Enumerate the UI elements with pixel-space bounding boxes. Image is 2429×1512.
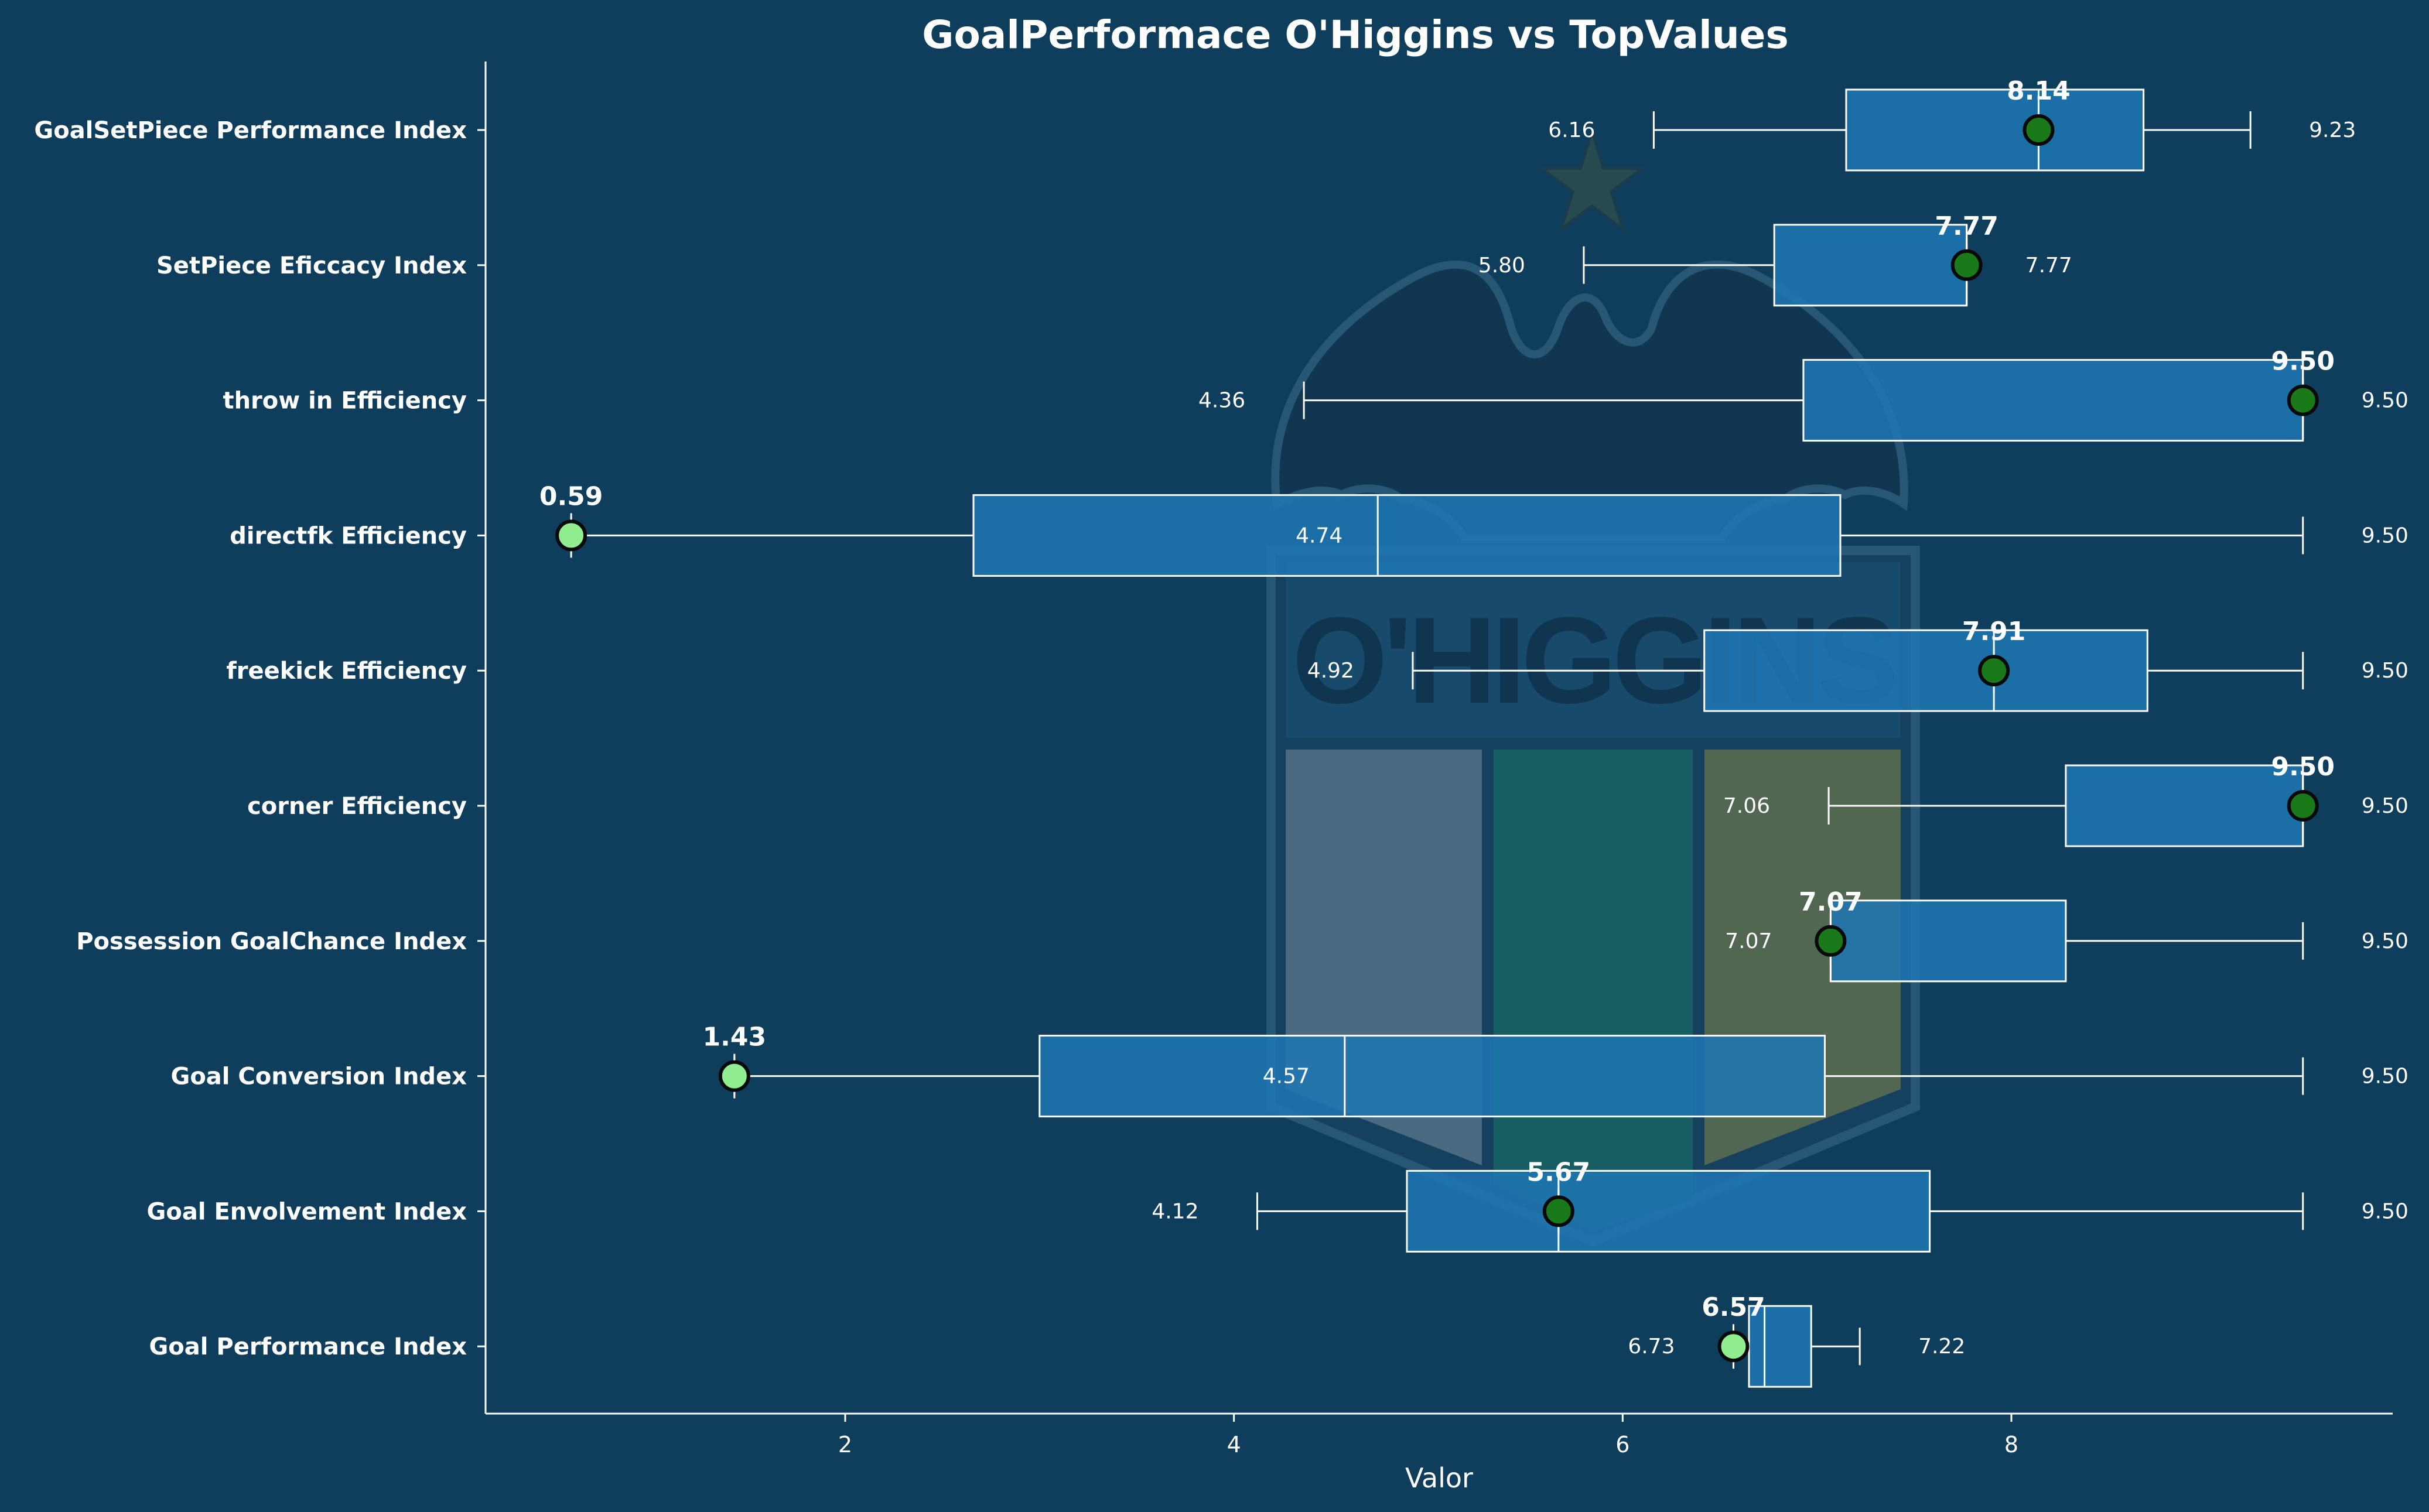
ohiggins-point bbox=[1950, 249, 1983, 281]
box-iqr bbox=[1748, 1305, 1812, 1388]
max-value-label: 9.50 bbox=[2362, 1199, 2408, 1223]
ohiggins-value-label: 8.14 bbox=[2007, 76, 2071, 106]
ohiggins-value-label: 7.77 bbox=[1935, 211, 1998, 241]
box-iqr bbox=[1802, 359, 2304, 442]
box-iqr bbox=[1406, 1169, 1931, 1253]
max-value-label: 9.50 bbox=[2362, 794, 2408, 818]
ohiggins-value-label: 5.67 bbox=[1527, 1157, 1591, 1187]
max-value-label: 9.50 bbox=[2362, 659, 2408, 683]
median-value-label: 4.57 bbox=[1263, 1065, 1310, 1089]
y-category-label: Goal Performance Index bbox=[149, 1333, 467, 1360]
crest-stripe-middle bbox=[1494, 750, 1693, 1230]
ohiggins-value-label: 9.50 bbox=[2271, 752, 2335, 782]
y-axis-category-labels: GoalSetPiece Performance Index SetPiece E… bbox=[34, 117, 486, 1360]
min-value-label: 4.36 bbox=[1198, 389, 1245, 413]
min-value-label: 6.16 bbox=[1548, 118, 1595, 142]
y-category-label: Goal Conversion Index bbox=[170, 1063, 467, 1090]
x-axis-label: Valor bbox=[1405, 1462, 1473, 1494]
ohiggins-point bbox=[2023, 114, 2055, 146]
min-value-label: 4.92 bbox=[1307, 659, 1354, 683]
x-tick-label: 4 bbox=[1227, 1432, 1241, 1458]
ohiggins-value-label: 7.07 bbox=[1799, 887, 1863, 917]
ohiggins-point bbox=[1978, 655, 2010, 687]
max-value-label: 7.22 bbox=[1918, 1335, 1965, 1359]
y-category-label: directfk Efficiency bbox=[230, 522, 467, 549]
ohiggins-value-label: 0.59 bbox=[539, 481, 603, 511]
min-value-label: 7.07 bbox=[1725, 929, 1772, 953]
x-tick-label: 6 bbox=[1615, 1432, 1629, 1458]
box-series bbox=[555, 88, 2319, 1388]
y-category-label: freekick Efficiency bbox=[226, 658, 467, 685]
x-axis-ticks: 2 4 6 8 bbox=[838, 1414, 2018, 1458]
y-category-label: Goal Envolvement Index bbox=[147, 1198, 467, 1225]
ohiggins-value-label: 9.50 bbox=[2271, 347, 2335, 377]
box-iqr bbox=[1703, 629, 2148, 712]
max-value-label: 7.77 bbox=[2025, 254, 2072, 278]
ohiggins-point bbox=[2287, 790, 2319, 822]
ohiggins-value-label: 1.43 bbox=[703, 1022, 767, 1052]
max-value-label: 9.50 bbox=[2362, 389, 2408, 413]
median-value-label: 4.74 bbox=[1296, 524, 1342, 548]
y-category-label: Possession GoalChance Index bbox=[76, 928, 467, 955]
box-iqr bbox=[1845, 88, 2145, 172]
ohiggins-point bbox=[1815, 925, 1847, 957]
ohiggins-value-label: 7.91 bbox=[1962, 617, 2026, 646]
ohiggins-point bbox=[1717, 1330, 1750, 1363]
ohiggins-point bbox=[2287, 384, 2319, 416]
y-category-label: SetPiece Eficcacy Index bbox=[156, 252, 467, 279]
star-icon bbox=[1538, 128, 1646, 232]
x-tick-label: 2 bbox=[838, 1432, 852, 1458]
ohiggins-point bbox=[718, 1060, 750, 1092]
box-iqr bbox=[1773, 224, 1968, 307]
box-iqr bbox=[1038, 1035, 1826, 1118]
min-value-label: 4.12 bbox=[1152, 1199, 1198, 1223]
min-value-label: 6.73 bbox=[1628, 1335, 1675, 1359]
max-value-label: 9.50 bbox=[2362, 1065, 2408, 1089]
min-value-label: 5.80 bbox=[1478, 254, 1525, 278]
box-iqr bbox=[2065, 764, 2304, 847]
ohiggins-point bbox=[555, 519, 587, 552]
box-iqr bbox=[972, 494, 1842, 577]
box-iqr bbox=[1829, 899, 2067, 983]
max-value-label: 9.23 bbox=[2309, 118, 2356, 142]
x-tick-label: 8 bbox=[2004, 1432, 2018, 1458]
y-category-label: GoalSetPiece Performance Index bbox=[34, 117, 467, 144]
ohiggins-value-label: 6.57 bbox=[1702, 1292, 1765, 1322]
ohiggins-point bbox=[1542, 1195, 1574, 1227]
y-category-label: corner Efficiency bbox=[247, 793, 467, 820]
y-category-label: throw in Efficiency bbox=[223, 388, 467, 415]
max-value-label: 9.50 bbox=[2362, 929, 2408, 953]
max-value-label: 9.50 bbox=[2362, 524, 2408, 548]
chart-title: GoalPerformace O'Higgins vs TopValues bbox=[922, 12, 1788, 57]
value-labels: 6.16 9.23 5.80 7.77 4.36 9.50 9.50 4.74 4.92 9.50… bbox=[539, 76, 2408, 1359]
min-value-label: 7.06 bbox=[1723, 794, 1770, 818]
